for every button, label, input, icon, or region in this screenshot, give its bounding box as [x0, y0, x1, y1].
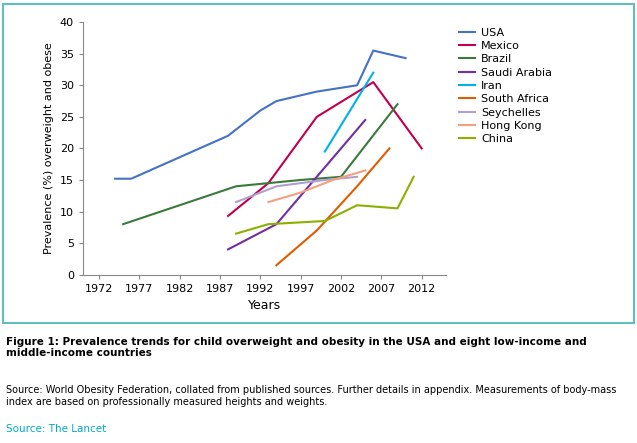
Text: Figure 1: Prevalence trends for child overweight and obesity in the USA and eigh: Figure 1: Prevalence trends for child ov…: [6, 337, 587, 358]
X-axis label: Years: Years: [248, 299, 281, 312]
Legend: USA, Mexico, Brazil, Saudi Arabia, Iran, South Africa, Seychelles, Hong Kong, Ch: USA, Mexico, Brazil, Saudi Arabia, Iran,…: [459, 28, 552, 144]
Text: Source: World Obesity Federation, collated from published sources. Further detai: Source: World Obesity Federation, collat…: [6, 385, 617, 407]
Y-axis label: Prevalence (%) overweight and obese: Prevalence (%) overweight and obese: [44, 43, 54, 254]
Text: Source: The Lancet: Source: The Lancet: [6, 424, 106, 434]
